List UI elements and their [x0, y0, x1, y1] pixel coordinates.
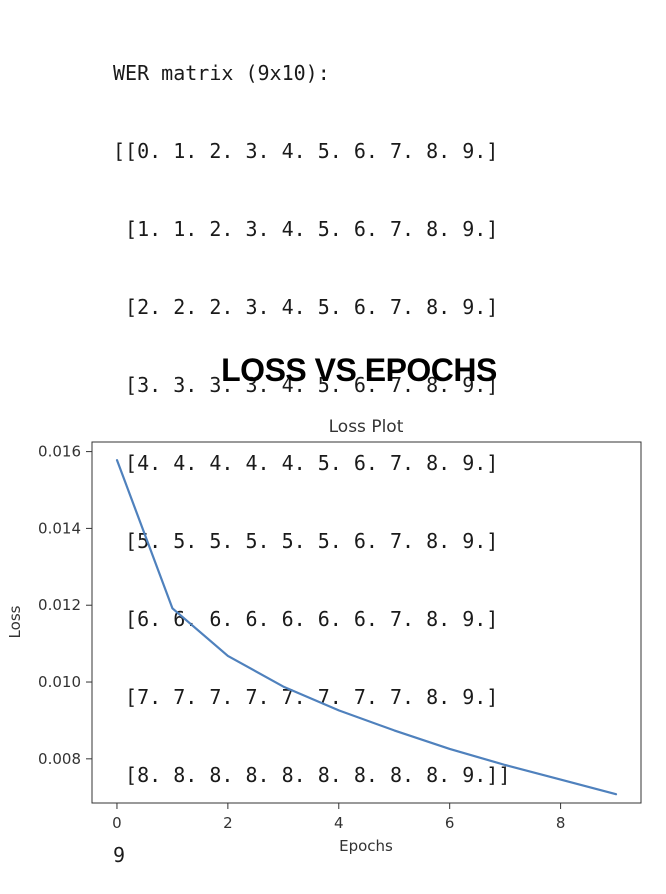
y-axis-label: Loss [6, 605, 24, 638]
y-tick-label: 0.014 [38, 519, 81, 537]
axis-ticks: 0 2 4 6 8 0.008 0.010 0.012 0.014 0.016 [38, 443, 565, 832]
chart-title: Loss Plot [329, 417, 404, 437]
loss-chart: Loss Plot Epochs Loss 0 2 4 6 8 0.008 0.010 0.0… [0, 0, 666, 862]
x-tick-label: 0 [112, 814, 122, 832]
plot-frame [92, 442, 641, 803]
x-tick-label: 8 [556, 814, 566, 832]
loss-series-line [117, 460, 616, 794]
x-tick-label: 4 [334, 814, 344, 832]
series-layer [117, 460, 616, 794]
y-tick-label: 0.016 [38, 443, 81, 461]
x-axis-label: Epochs [339, 837, 393, 855]
y-tick-label: 0.008 [38, 750, 81, 768]
y-tick-label: 0.012 [38, 596, 81, 614]
x-tick-label: 6 [445, 814, 455, 832]
y-tick-label: 0.010 [38, 673, 81, 691]
x-tick-label: 2 [223, 814, 233, 832]
